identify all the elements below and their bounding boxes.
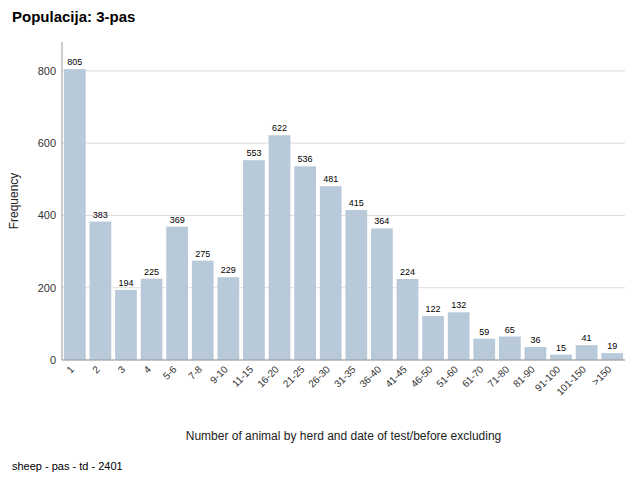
value-label: 805 — [67, 57, 82, 67]
bar — [320, 186, 342, 360]
bar — [345, 210, 367, 360]
x-tick-label: 26-30 — [306, 363, 332, 389]
value-label: 553 — [246, 148, 261, 158]
x-axis — [62, 360, 625, 361]
value-label: 194 — [118, 278, 133, 288]
y-tick-label: 600 — [38, 137, 56, 149]
value-label: 225 — [144, 267, 159, 277]
bar — [141, 279, 163, 360]
value-label: 481 — [323, 174, 338, 184]
x-tick-label: 101-150 — [554, 363, 588, 397]
grid — [62, 71, 625, 360]
title: Populacija: 3-pas — [12, 8, 135, 25]
y-tick-label: 400 — [38, 209, 56, 221]
x-tick-label: 21-25 — [281, 363, 307, 389]
value-label: 383 — [93, 210, 108, 220]
bar — [448, 312, 470, 360]
y-tick-label: 800 — [38, 65, 56, 77]
y-tick-label: 0 — [50, 354, 56, 366]
value-label: 36 — [530, 335, 540, 345]
x-tick-label: 11-15 — [230, 363, 256, 389]
bar — [90, 222, 112, 360]
value-label: 224 — [400, 267, 415, 277]
x-tick-label: 2 — [90, 363, 102, 375]
value-label: 229 — [221, 265, 236, 275]
bars — [64, 69, 623, 360]
bar — [550, 355, 572, 360]
bar — [499, 337, 521, 360]
grid-line — [62, 70, 625, 71]
value-label: 15 — [556, 343, 566, 353]
bar — [601, 353, 623, 360]
grid-line — [62, 215, 625, 216]
value-label: 132 — [451, 300, 466, 310]
bar — [269, 135, 291, 360]
value-label: 536 — [298, 154, 313, 164]
bar — [115, 290, 137, 360]
bar — [576, 345, 598, 360]
value-label: 122 — [426, 304, 441, 314]
chart-container: 0200400600800805383194225369275229553622… — [0, 0, 640, 480]
y-axis-label: Frequency — [7, 173, 21, 230]
bar — [243, 160, 265, 360]
x-tick-label: 61-70 — [460, 363, 486, 389]
y-axis — [62, 42, 63, 360]
x-tick-label: 9-10 — [208, 363, 230, 385]
x-tick-label: 36-40 — [357, 363, 383, 389]
value-label: 65 — [505, 325, 515, 335]
x-tick-label: 46-50 — [409, 363, 435, 389]
bar — [397, 279, 419, 360]
x-axis-label: Number of animal by herd and date of tes… — [186, 429, 502, 443]
x-tick-label: >150 — [590, 363, 614, 387]
bar — [64, 69, 86, 360]
x-tick-label: 1 — [64, 363, 76, 375]
bar — [473, 339, 495, 360]
bar — [525, 347, 547, 360]
x-tick-label: 31-35 — [332, 363, 358, 389]
value-label: 622 — [272, 123, 287, 133]
value-label: 19 — [607, 341, 617, 351]
value-label: 59 — [479, 327, 489, 337]
value-label: 41 — [582, 333, 592, 343]
x-tick-label: 4 — [141, 363, 153, 375]
value-label: 275 — [195, 249, 210, 259]
x-tick-label: 71-80 — [485, 363, 511, 389]
value-label: 369 — [170, 215, 185, 225]
bar — [422, 316, 444, 360]
footer: sheep - pas - td - 2401 — [12, 460, 123, 472]
x-tick-label: 16-20 — [255, 363, 281, 389]
bar — [166, 227, 188, 360]
grid-line — [62, 143, 625, 144]
bar — [192, 261, 214, 360]
x-tick-label: 41-45 — [383, 363, 409, 389]
x-tick-label: 7-8 — [186, 363, 204, 381]
bar — [217, 277, 239, 360]
x-tick-label: 51-60 — [434, 363, 460, 389]
x-tick-label: 5-6 — [161, 363, 179, 381]
value-label: 364 — [374, 216, 389, 226]
bar — [371, 228, 393, 360]
y-tick-label: 200 — [38, 282, 56, 294]
value-label: 415 — [349, 198, 364, 208]
bar — [294, 166, 316, 360]
grid-line — [62, 360, 625, 361]
chart: 0200400600800805383194225369275229553622… — [0, 0, 640, 480]
x-tick-label: 3 — [116, 363, 128, 375]
